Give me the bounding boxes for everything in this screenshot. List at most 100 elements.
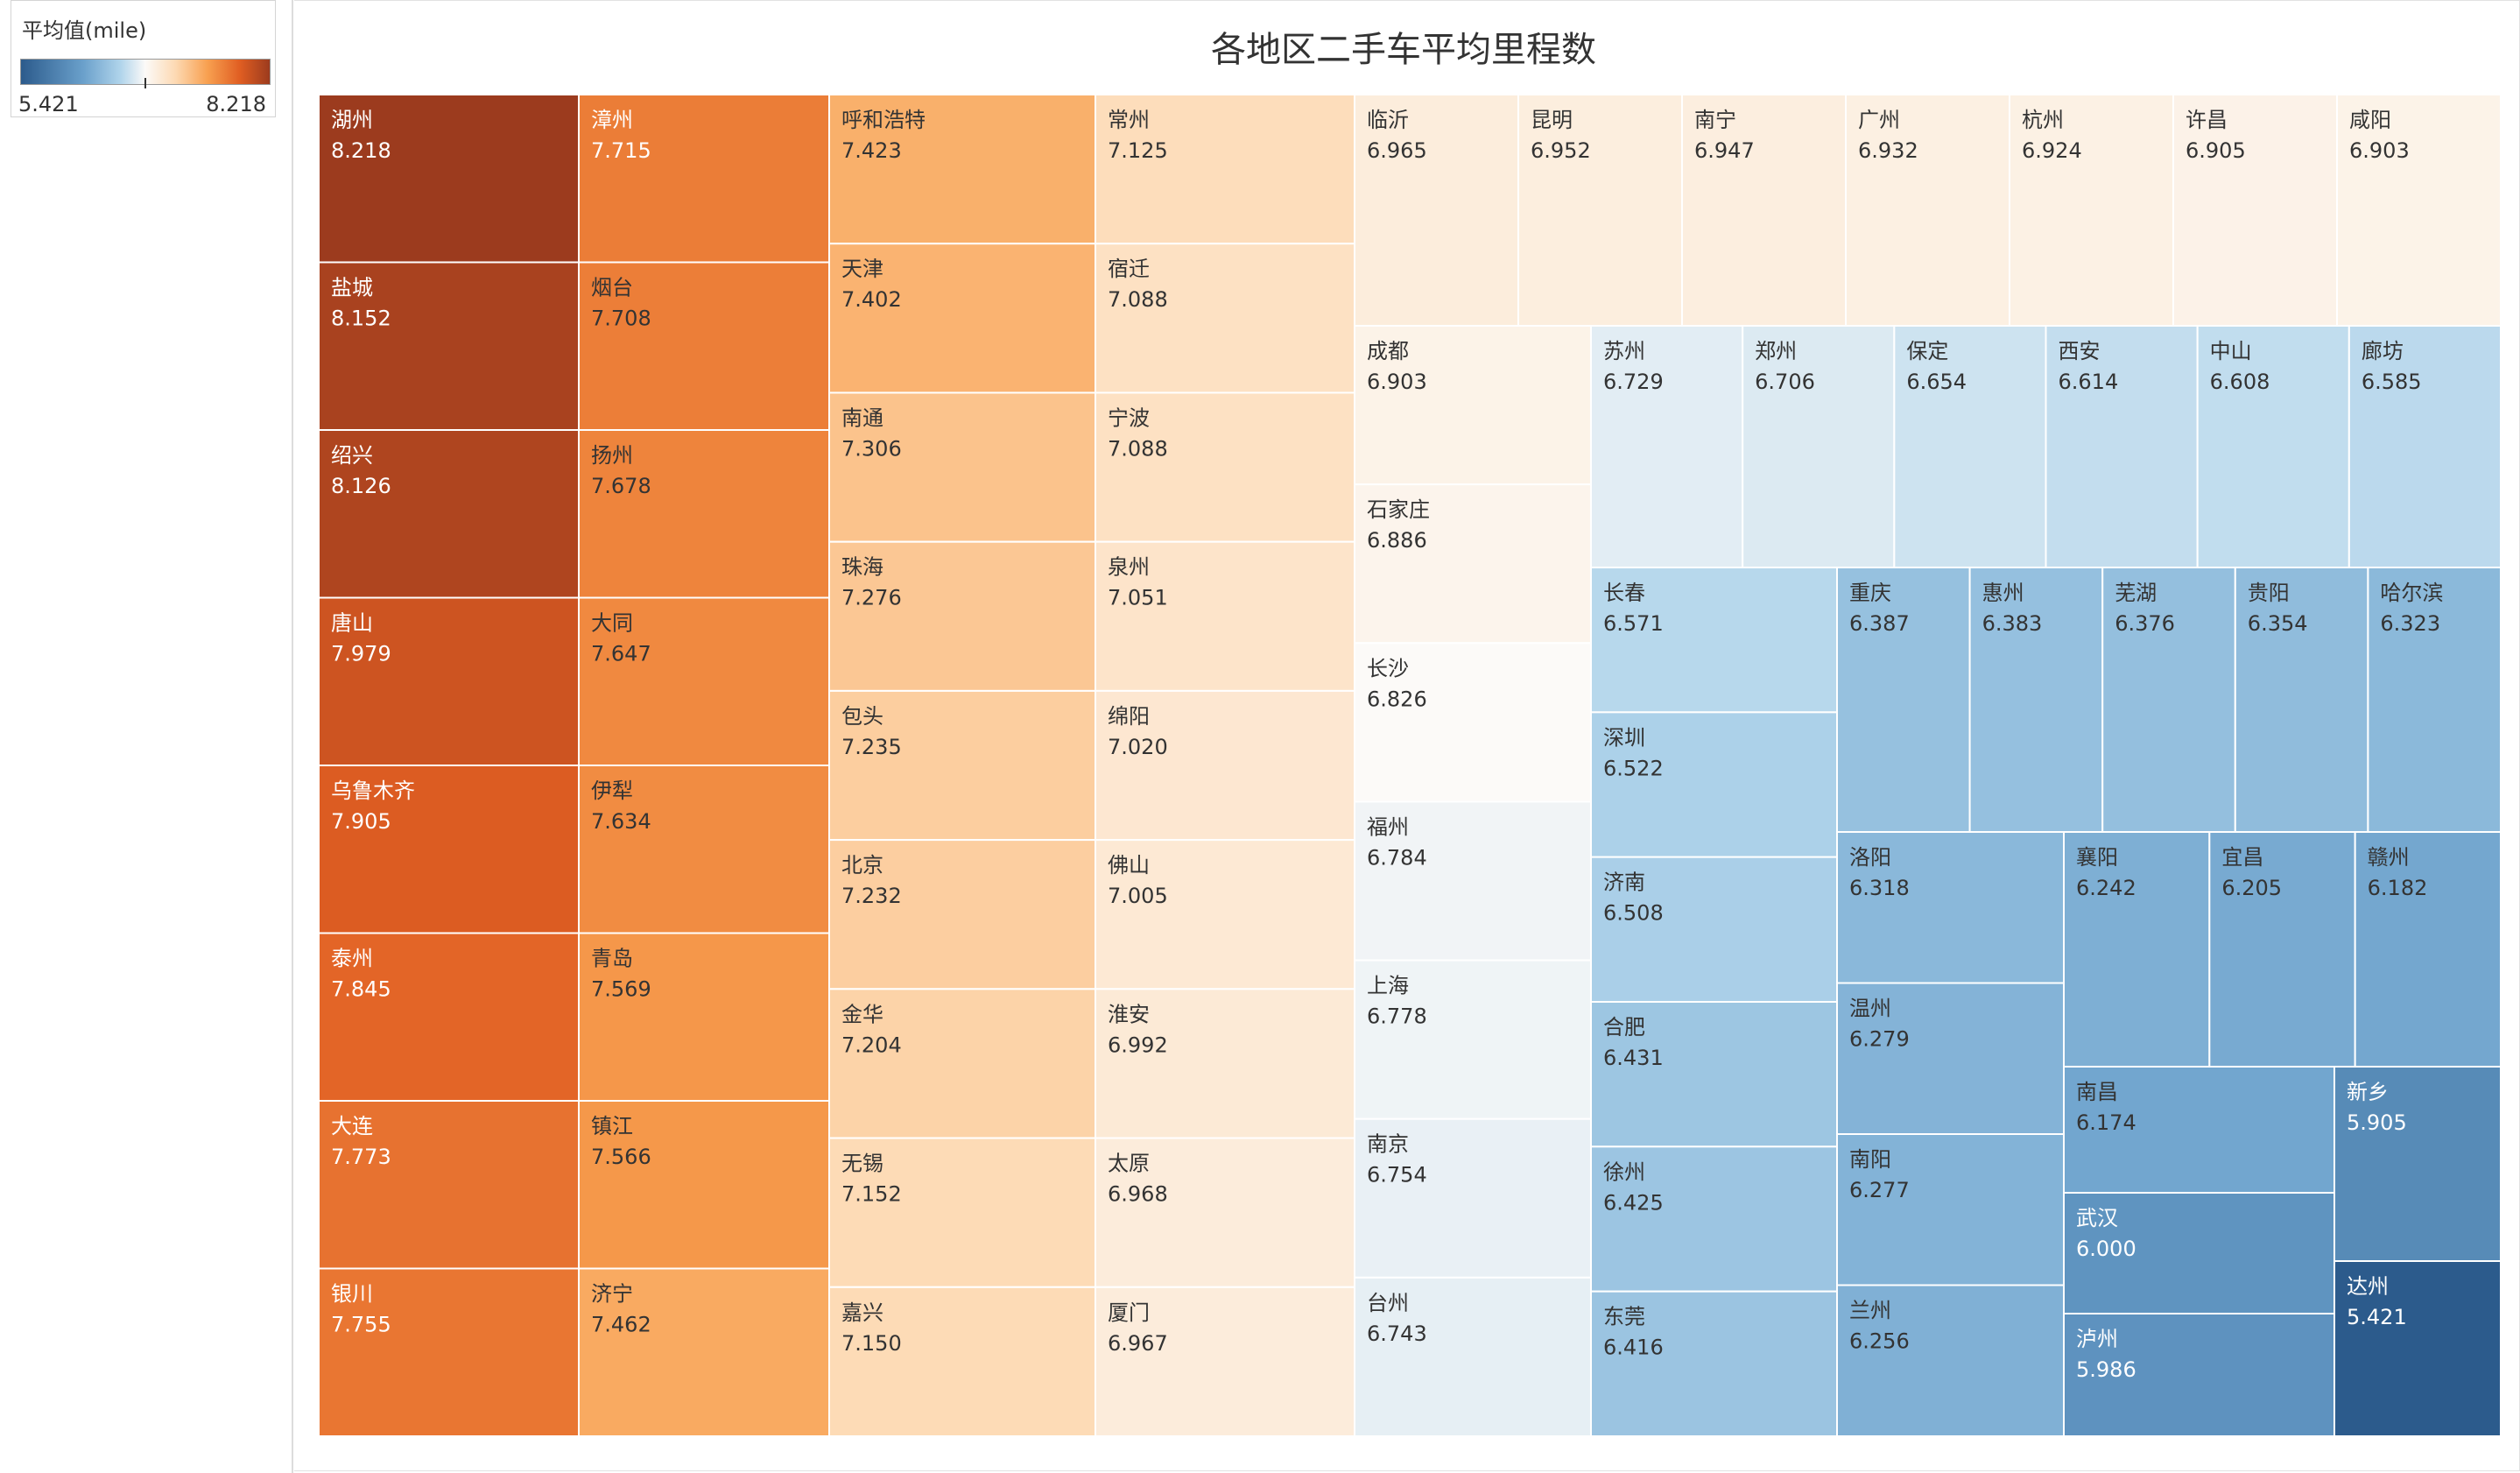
treemap-cell-rect[interactable] — [1095, 1137, 1355, 1288]
treemap-cell-rect[interactable] — [828, 1137, 1096, 1288]
treemap-cell[interactable]: 苏州 6.729 — [1590, 325, 1744, 568]
treemap-cell-rect[interactable] — [1742, 325, 1896, 568]
treemap-cell[interactable]: 襄阳 6.242 — [2063, 831, 2211, 1068]
treemap-cell[interactable]: 福州 6.784 — [1354, 800, 1592, 962]
treemap-cell[interactable]: 杭州 6.924 — [2009, 94, 2174, 327]
treemap-cell-rect[interactable] — [828, 243, 1096, 394]
treemap-cell[interactable]: 新乡 5.905 — [2333, 1066, 2502, 1262]
treemap-cell-rect[interactable] — [1681, 94, 1847, 327]
treemap-cell-rect[interactable] — [1095, 1286, 1355, 1438]
treemap-cell[interactable]: 绍兴 8.126 — [318, 429, 580, 599]
treemap-cell[interactable]: 宿迁 7.088 — [1095, 243, 1355, 394]
treemap-cell-rect[interactable] — [2354, 831, 2502, 1068]
treemap-cell-rect[interactable] — [1354, 94, 1519, 327]
treemap-cell-rect[interactable] — [578, 261, 830, 431]
treemap-cell[interactable]: 太原 6.968 — [1095, 1137, 1355, 1288]
treemap-cell-rect[interactable] — [1836, 831, 2065, 984]
treemap-cell[interactable]: 珠海 7.276 — [828, 540, 1096, 692]
treemap-cell[interactable]: 银川 7.755 — [318, 1267, 580, 1437]
treemap-cell-rect[interactable] — [1845, 94, 2010, 327]
treemap-cell[interactable]: 成都 6.903 — [1354, 325, 1592, 486]
treemap-cell[interactable]: 无锡 7.152 — [828, 1137, 1096, 1288]
treemap-cell[interactable]: 廊坊 6.585 — [2348, 325, 2502, 568]
treemap-cell[interactable]: 唐山 7.979 — [318, 596, 580, 766]
treemap-cell-rect[interactable] — [2367, 567, 2502, 833]
treemap-cell-rect[interactable] — [2234, 567, 2369, 833]
treemap-cell[interactable]: 洛阳 6.318 — [1836, 831, 2065, 984]
treemap-cell-rect[interactable] — [1354, 642, 1592, 803]
treemap-cell[interactable]: 嘉兴 7.150 — [828, 1286, 1096, 1438]
treemap-cell[interactable]: 南宁 6.947 — [1681, 94, 1847, 327]
treemap-cell-rect[interactable] — [2063, 1313, 2335, 1437]
treemap-cell-rect[interactable] — [1836, 1284, 2065, 1437]
treemap-cell[interactable]: 昆明 6.952 — [1517, 94, 1683, 327]
treemap-cell[interactable]: 济南 6.508 — [1590, 856, 1838, 1004]
treemap-cell[interactable]: 呼和浩特 7.423 — [828, 94, 1096, 245]
treemap-cell-rect[interactable] — [828, 391, 1096, 543]
treemap-cell-rect[interactable] — [1095, 839, 1355, 990]
treemap-cell[interactable]: 兰州 6.256 — [1836, 1284, 2065, 1437]
treemap-cell-rect[interactable] — [2063, 831, 2211, 1068]
treemap-cell[interactable]: 北京 7.232 — [828, 839, 1096, 990]
treemap-cell[interactable]: 东莞 6.416 — [1590, 1290, 1838, 1437]
treemap-cell-rect[interactable] — [1968, 567, 2104, 833]
treemap-cell[interactable]: 长沙 6.826 — [1354, 642, 1592, 803]
treemap-cell-rect[interactable] — [2333, 1260, 2502, 1437]
treemap-cell-rect[interactable] — [1590, 1145, 1838, 1293]
treemap-cell-rect[interactable] — [318, 1100, 580, 1270]
treemap-cell-rect[interactable] — [318, 429, 580, 599]
treemap-cell-rect[interactable] — [1836, 1133, 2065, 1286]
treemap-cell[interactable]: 郑州 6.706 — [1742, 325, 1896, 568]
treemap-cell[interactable]: 泉州 7.051 — [1095, 540, 1355, 692]
treemap-cell-rect[interactable] — [1354, 1276, 1592, 1438]
treemap-cell[interactable]: 天津 7.402 — [828, 243, 1096, 394]
treemap-cell-rect[interactable] — [828, 540, 1096, 692]
treemap-cell[interactable]: 武汉 6.000 — [2063, 1192, 2335, 1314]
treemap-cell[interactable]: 南昌 6.174 — [2063, 1066, 2335, 1194]
treemap-cell[interactable]: 宁波 7.088 — [1095, 391, 1355, 543]
treemap-cell[interactable]: 盐城 8.152 — [318, 261, 580, 431]
treemap-cell[interactable]: 南阳 6.277 — [1836, 1133, 2065, 1286]
treemap-cell-rect[interactable] — [828, 839, 1096, 990]
treemap-cell-rect[interactable] — [2333, 1066, 2502, 1262]
treemap-cell-rect[interactable] — [1095, 689, 1355, 842]
treemap-cell[interactable]: 西安 6.614 — [2045, 325, 2199, 568]
treemap-cell[interactable]: 保定 6.654 — [1893, 325, 2047, 568]
treemap-cell[interactable]: 大同 7.647 — [578, 596, 830, 766]
treemap-cell[interactable]: 金华 7.204 — [828, 988, 1096, 1139]
treemap-cell[interactable]: 许昌 6.905 — [2172, 94, 2338, 327]
treemap-cell-rect[interactable] — [1354, 959, 1592, 1120]
treemap-cell-rect[interactable] — [1354, 325, 1592, 486]
treemap-cell-rect[interactable] — [1836, 567, 1971, 833]
treemap-cell[interactable]: 佛山 7.005 — [1095, 839, 1355, 990]
treemap-cell-rect[interactable] — [578, 765, 830, 934]
treemap-cell-rect[interactable] — [828, 988, 1096, 1139]
treemap-cell[interactable]: 南通 7.306 — [828, 391, 1096, 543]
treemap-cell-rect[interactable] — [1590, 325, 1744, 568]
treemap-cell-rect[interactable] — [578, 1267, 830, 1437]
treemap-cell[interactable]: 惠州 6.383 — [1968, 567, 2104, 833]
treemap-cell[interactable]: 泰州 7.845 — [318, 932, 580, 1102]
treemap-cell[interactable]: 镇江 7.566 — [578, 1100, 830, 1270]
treemap-cell-rect[interactable] — [318, 261, 580, 431]
treemap-cell[interactable]: 徐州 6.425 — [1590, 1145, 1838, 1293]
treemap-cell-rect[interactable] — [318, 932, 580, 1102]
treemap-cell-rect[interactable] — [2063, 1192, 2335, 1314]
treemap-cell[interactable]: 哈尔滨 6.323 — [2367, 567, 2502, 833]
treemap-cell-rect[interactable] — [2172, 94, 2338, 327]
treemap-cell[interactable]: 温州 6.279 — [1836, 982, 2065, 1135]
treemap-cell[interactable]: 广州 6.932 — [1845, 94, 2010, 327]
treemap-cell[interactable]: 青岛 7.569 — [578, 932, 830, 1102]
treemap-cell-rect[interactable] — [578, 429, 830, 599]
treemap-cell-rect[interactable] — [1893, 325, 2047, 568]
treemap-cell-rect[interactable] — [578, 1100, 830, 1270]
treemap-cell-rect[interactable] — [1590, 711, 1838, 858]
treemap-cell[interactable]: 深圳 6.522 — [1590, 711, 1838, 858]
treemap-cell[interactable]: 长春 6.571 — [1590, 567, 1838, 714]
treemap-cell[interactable]: 淮安 6.992 — [1095, 988, 1355, 1139]
treemap-cell[interactable]: 扬州 7.678 — [578, 429, 830, 599]
treemap-cell-rect[interactable] — [1354, 800, 1592, 962]
treemap-cell[interactable]: 漳州 7.715 — [578, 94, 830, 264]
treemap-cell[interactable]: 南京 6.754 — [1354, 1117, 1592, 1279]
treemap-cell[interactable]: 烟台 7.708 — [578, 261, 830, 431]
